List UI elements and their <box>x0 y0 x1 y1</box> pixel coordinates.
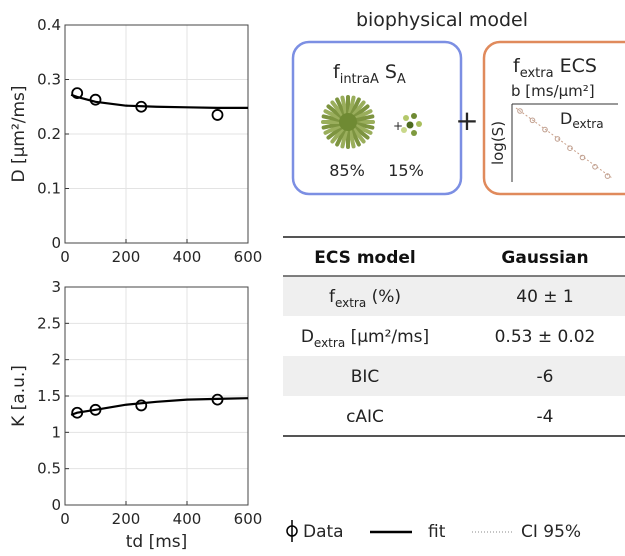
y-tick-label: 0.5 <box>37 460 61 478</box>
charts: 0 200 400 600 0 0.1 0.2 0.3 0.4 D [μm²/ms] 0 200 400… <box>9 16 262 552</box>
axis-label: b [ms/μm²] <box>511 82 595 100</box>
y-tick-label: 2.5 <box>37 314 61 332</box>
dot <box>401 127 407 133</box>
label-sub: extra <box>572 117 603 131</box>
data-point <box>71 87 84 100</box>
dot <box>411 130 417 136</box>
label-part: f <box>333 61 341 83</box>
row-value: -4 <box>537 407 554 427</box>
box-label: fextra ECS <box>513 55 597 81</box>
ecs-box <box>482 40 625 196</box>
y-tick-label: 0.1 <box>37 180 61 198</box>
row-shade <box>283 356 625 396</box>
dot <box>542 126 548 133</box>
label-part: D <box>560 109 572 128</box>
label-part: f <box>513 55 521 77</box>
y-tick-label: 1 <box>51 423 61 441</box>
fraction: 85% <box>329 161 365 180</box>
dot <box>517 108 523 114</box>
table-header: Gaussian <box>501 248 588 268</box>
label-sub: extra <box>335 296 366 310</box>
fraction: 15% <box>388 161 424 180</box>
label-part: (%) <box>366 287 401 307</box>
y-tick-label: 0 <box>51 496 61 514</box>
axon-icon <box>321 95 375 149</box>
y-tick-label: 2 <box>51 351 61 369</box>
label-sub: extra <box>314 336 345 350</box>
data-point <box>135 399 148 412</box>
label-part: D <box>301 327 314 347</box>
label-part: f <box>329 287 336 307</box>
y-tick-label: 0 <box>51 234 61 252</box>
x-tick-label: 600 <box>234 510 263 528</box>
data-point <box>211 109 224 121</box>
model-box <box>291 40 463 196</box>
row-value: 0.53 ± 0.02 <box>495 327 596 347</box>
label-part: cAIC <box>346 407 384 427</box>
legend-label: CI 95% <box>521 522 581 542</box>
x-tick-label: 400 <box>173 510 202 528</box>
dot <box>403 115 409 121</box>
y-tick-label: 0.2 <box>37 125 61 143</box>
plus: + <box>455 104 478 137</box>
plus-small: + <box>393 119 403 133</box>
diagram: biophysical model fintraA SA + 85% 15% + … <box>291 9 625 196</box>
axis-label: Dextra <box>560 109 604 131</box>
legend-label: fit <box>428 522 446 542</box>
legend-label: Data <box>303 522 344 542</box>
dot <box>579 154 586 161</box>
row-label: BIC <box>351 367 380 387</box>
dot <box>529 117 536 124</box>
box-label: fintraA SA <box>333 61 406 87</box>
dot <box>406 121 414 129</box>
x-tick-label: 400 <box>173 248 202 266</box>
x-axis-label: td [ms] <box>126 532 188 552</box>
label-part: BIC <box>351 367 380 387</box>
dot <box>554 136 561 142</box>
y-tick-label: 1.5 <box>37 387 61 405</box>
decay-icon <box>515 107 613 179</box>
x-tick-label: 0 <box>60 248 70 266</box>
dot <box>411 113 417 119</box>
x-tick-label: 0 <box>60 510 70 528</box>
label-sub: intraA <box>340 72 379 87</box>
row-label: cAIC <box>346 407 384 427</box>
axes-frame <box>64 286 249 506</box>
y-tick-label: 0.4 <box>37 16 61 34</box>
table: ECS model Gaussian fextra (%) 40 ± 1Dextr… <box>283 236 625 437</box>
diagram-title: biophysical model <box>356 9 528 31</box>
label-sub: extra <box>520 66 554 81</box>
x-tick-label: 200 <box>112 248 141 266</box>
y-tick-label: 3 <box>51 278 61 296</box>
x-tick-label: 600 <box>234 248 263 266</box>
legend: Data fit CI 95% <box>286 520 581 542</box>
y-axis-label: K [a.u.] <box>9 365 29 427</box>
row-value: 40 ± 1 <box>516 287 574 307</box>
axes-frame <box>64 24 249 244</box>
legend-marker <box>286 525 298 537</box>
fit-line <box>70 397 249 416</box>
y-axis-label: D [μm²/ms] <box>9 85 29 182</box>
row-label: fextra (%) <box>329 287 401 310</box>
row-label: Dextra [μm²/ms] <box>301 327 429 350</box>
row-value: -6 <box>537 367 554 387</box>
dot <box>592 164 598 170</box>
table-header: ECS model <box>314 248 416 268</box>
glia-icon <box>401 113 422 136</box>
dot <box>416 121 422 127</box>
row-shade <box>283 276 625 316</box>
label-part: S <box>385 61 397 83</box>
label-part: ECS <box>560 55 597 77</box>
y-tick-label: 0.3 <box>37 71 61 89</box>
label-part: [μm²/ms] <box>345 327 429 347</box>
core <box>339 113 357 131</box>
dot <box>604 173 611 179</box>
x-tick-label: 200 <box>112 510 141 528</box>
axis-label: log(S) <box>489 121 507 165</box>
label-sub: A <box>397 72 406 87</box>
dot <box>567 145 573 151</box>
fit-line <box>70 93 248 109</box>
